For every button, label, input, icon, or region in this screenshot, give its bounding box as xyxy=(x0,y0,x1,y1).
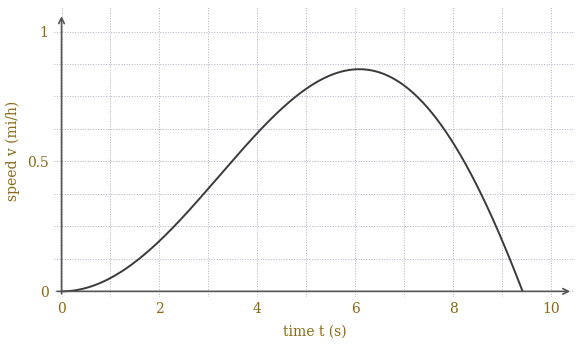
Y-axis label: speed v (mi/h): speed v (mi/h) xyxy=(6,101,20,201)
X-axis label: time t (s): time t (s) xyxy=(283,324,347,338)
